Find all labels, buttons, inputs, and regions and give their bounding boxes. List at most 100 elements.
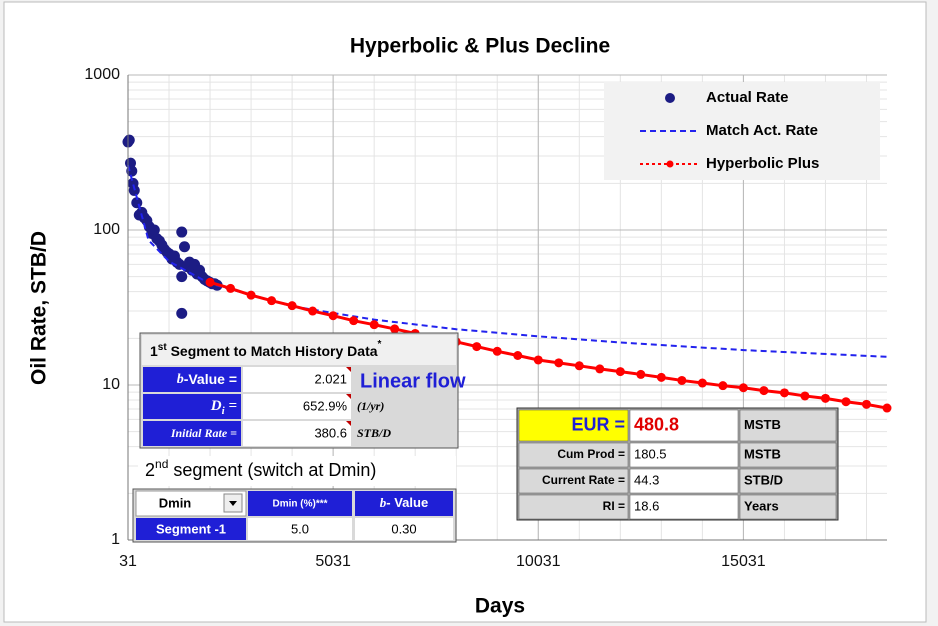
label-part: b: [380, 495, 387, 510]
data-point: [554, 358, 564, 368]
table-title: 1st Segment to Match History Data*: [150, 339, 382, 359]
result-text: 480.8: [634, 414, 679, 434]
di-value: 652.9%: [303, 398, 348, 413]
result-cell: [629, 468, 739, 494]
annotation: Linear flow: [360, 370, 466, 392]
di-unit: (1/yr): [357, 399, 384, 413]
data-point: [574, 361, 584, 371]
result-text: Years: [744, 498, 779, 513]
chart-title: Hyperbolic & Plus Decline: [350, 35, 610, 58]
data-point: [123, 134, 135, 146]
result-text: EUR =: [571, 414, 625, 434]
b-header: b- Value: [380, 495, 428, 510]
data-point: [697, 378, 707, 388]
value-cell: [243, 367, 351, 392]
data-point: [176, 226, 188, 238]
legend-marker: [665, 93, 675, 103]
x-tick-label: 10031: [516, 553, 561, 570]
y-axis-label: Oil Rate, STB/D: [28, 231, 51, 385]
data-point: [759, 386, 769, 396]
result-cell: [739, 468, 837, 494]
y-tick-label: 100: [93, 221, 120, 238]
label-part: D: [210, 398, 222, 414]
data-point: [677, 375, 687, 385]
legend-label: Actual Rate: [706, 89, 789, 106]
data-point: [738, 383, 748, 393]
result-cell: [518, 442, 629, 468]
data-point: [148, 224, 160, 236]
title-part: segment (switch at Dmin): [168, 460, 376, 480]
segment1-table: 1st Segment to Match History Data* b-Val…: [139, 332, 459, 449]
data-point: [656, 372, 666, 382]
data-point: [718, 381, 728, 391]
segment2-title-bg: [138, 456, 456, 486]
label-part: =: [225, 398, 237, 414]
data-point: [328, 311, 338, 321]
series-line: [209, 280, 888, 410]
result-text: 18.6: [634, 498, 659, 513]
results-table: EUR = 480.8 MSTB Cum Prod = 180.5 MSTB Current…: [516, 407, 839, 521]
label-cell: [136, 518, 246, 540]
data-point: [267, 296, 277, 306]
x-tick-label: 31: [119, 553, 137, 570]
title-part: 2: [145, 460, 155, 480]
comment-marker: [346, 367, 351, 372]
value-cell: [243, 394, 351, 419]
segment2-table: Dmin Dmin (%)*** b- Value Segment -1 5.0…: [132, 488, 457, 543]
data-point: [779, 388, 789, 398]
result-cell: [518, 468, 629, 494]
title-part: st: [158, 342, 168, 353]
x-axis-label: Days: [475, 595, 525, 618]
label-part: - Value: [386, 495, 428, 510]
row-label: Segment -1: [156, 521, 226, 536]
dmin-value: 5.0: [291, 521, 309, 536]
select-value[interactable]: Dmin: [159, 495, 192, 510]
b-label: b-Value =: [177, 371, 237, 388]
result-cell: [629, 494, 739, 520]
result-cell: [739, 442, 837, 468]
series-line: [127, 164, 888, 358]
result-cell: [739, 494, 837, 520]
label-part: b: [177, 372, 184, 387]
legend-label: Match Act. Rate: [706, 122, 818, 139]
data-point: [176, 271, 188, 283]
y-tick-label: 1000: [84, 66, 120, 83]
di-label: Di =: [210, 398, 237, 416]
qi-value: 380.6: [314, 425, 347, 440]
data-point: [308, 306, 318, 316]
dropdown-arrow: [229, 501, 237, 506]
b-value: 0.30: [391, 521, 416, 536]
result-cell: [518, 494, 629, 520]
result-text: Current Rate =: [542, 473, 625, 487]
data-point: [128, 184, 140, 196]
value-cell: [248, 518, 352, 540]
header-cell: [355, 491, 453, 516]
data-point: [226, 283, 236, 293]
data-point: [205, 277, 215, 287]
data-point: [513, 350, 523, 360]
value-cell: [243, 421, 351, 446]
segment2-title: 2nd segment (switch at Dmin): [145, 457, 376, 480]
label-cell: [143, 421, 241, 446]
title-part: Segment to Match History Data: [167, 343, 378, 359]
legend-marker: [666, 160, 674, 168]
x-tick-label: 5031: [315, 553, 351, 570]
label-part: -Value =: [184, 371, 237, 387]
table-header: [142, 335, 456, 365]
comment-marker: [346, 394, 351, 399]
dmin-header: Dmin (%)***: [272, 499, 327, 510]
x-tick-label: 15031: [721, 553, 766, 570]
title-part: nd: [155, 457, 168, 471]
label-part: i: [222, 405, 226, 417]
data-point: [246, 290, 256, 300]
result-text: 180.5: [634, 446, 667, 461]
data-point: [841, 397, 851, 407]
result-cell: [629, 409, 739, 442]
data-point: [390, 324, 400, 334]
data-point: [882, 403, 892, 413]
label-cell: [143, 394, 241, 419]
y-tick-label: 10: [102, 376, 120, 393]
data-point: [800, 391, 810, 401]
data-point: [287, 301, 297, 311]
